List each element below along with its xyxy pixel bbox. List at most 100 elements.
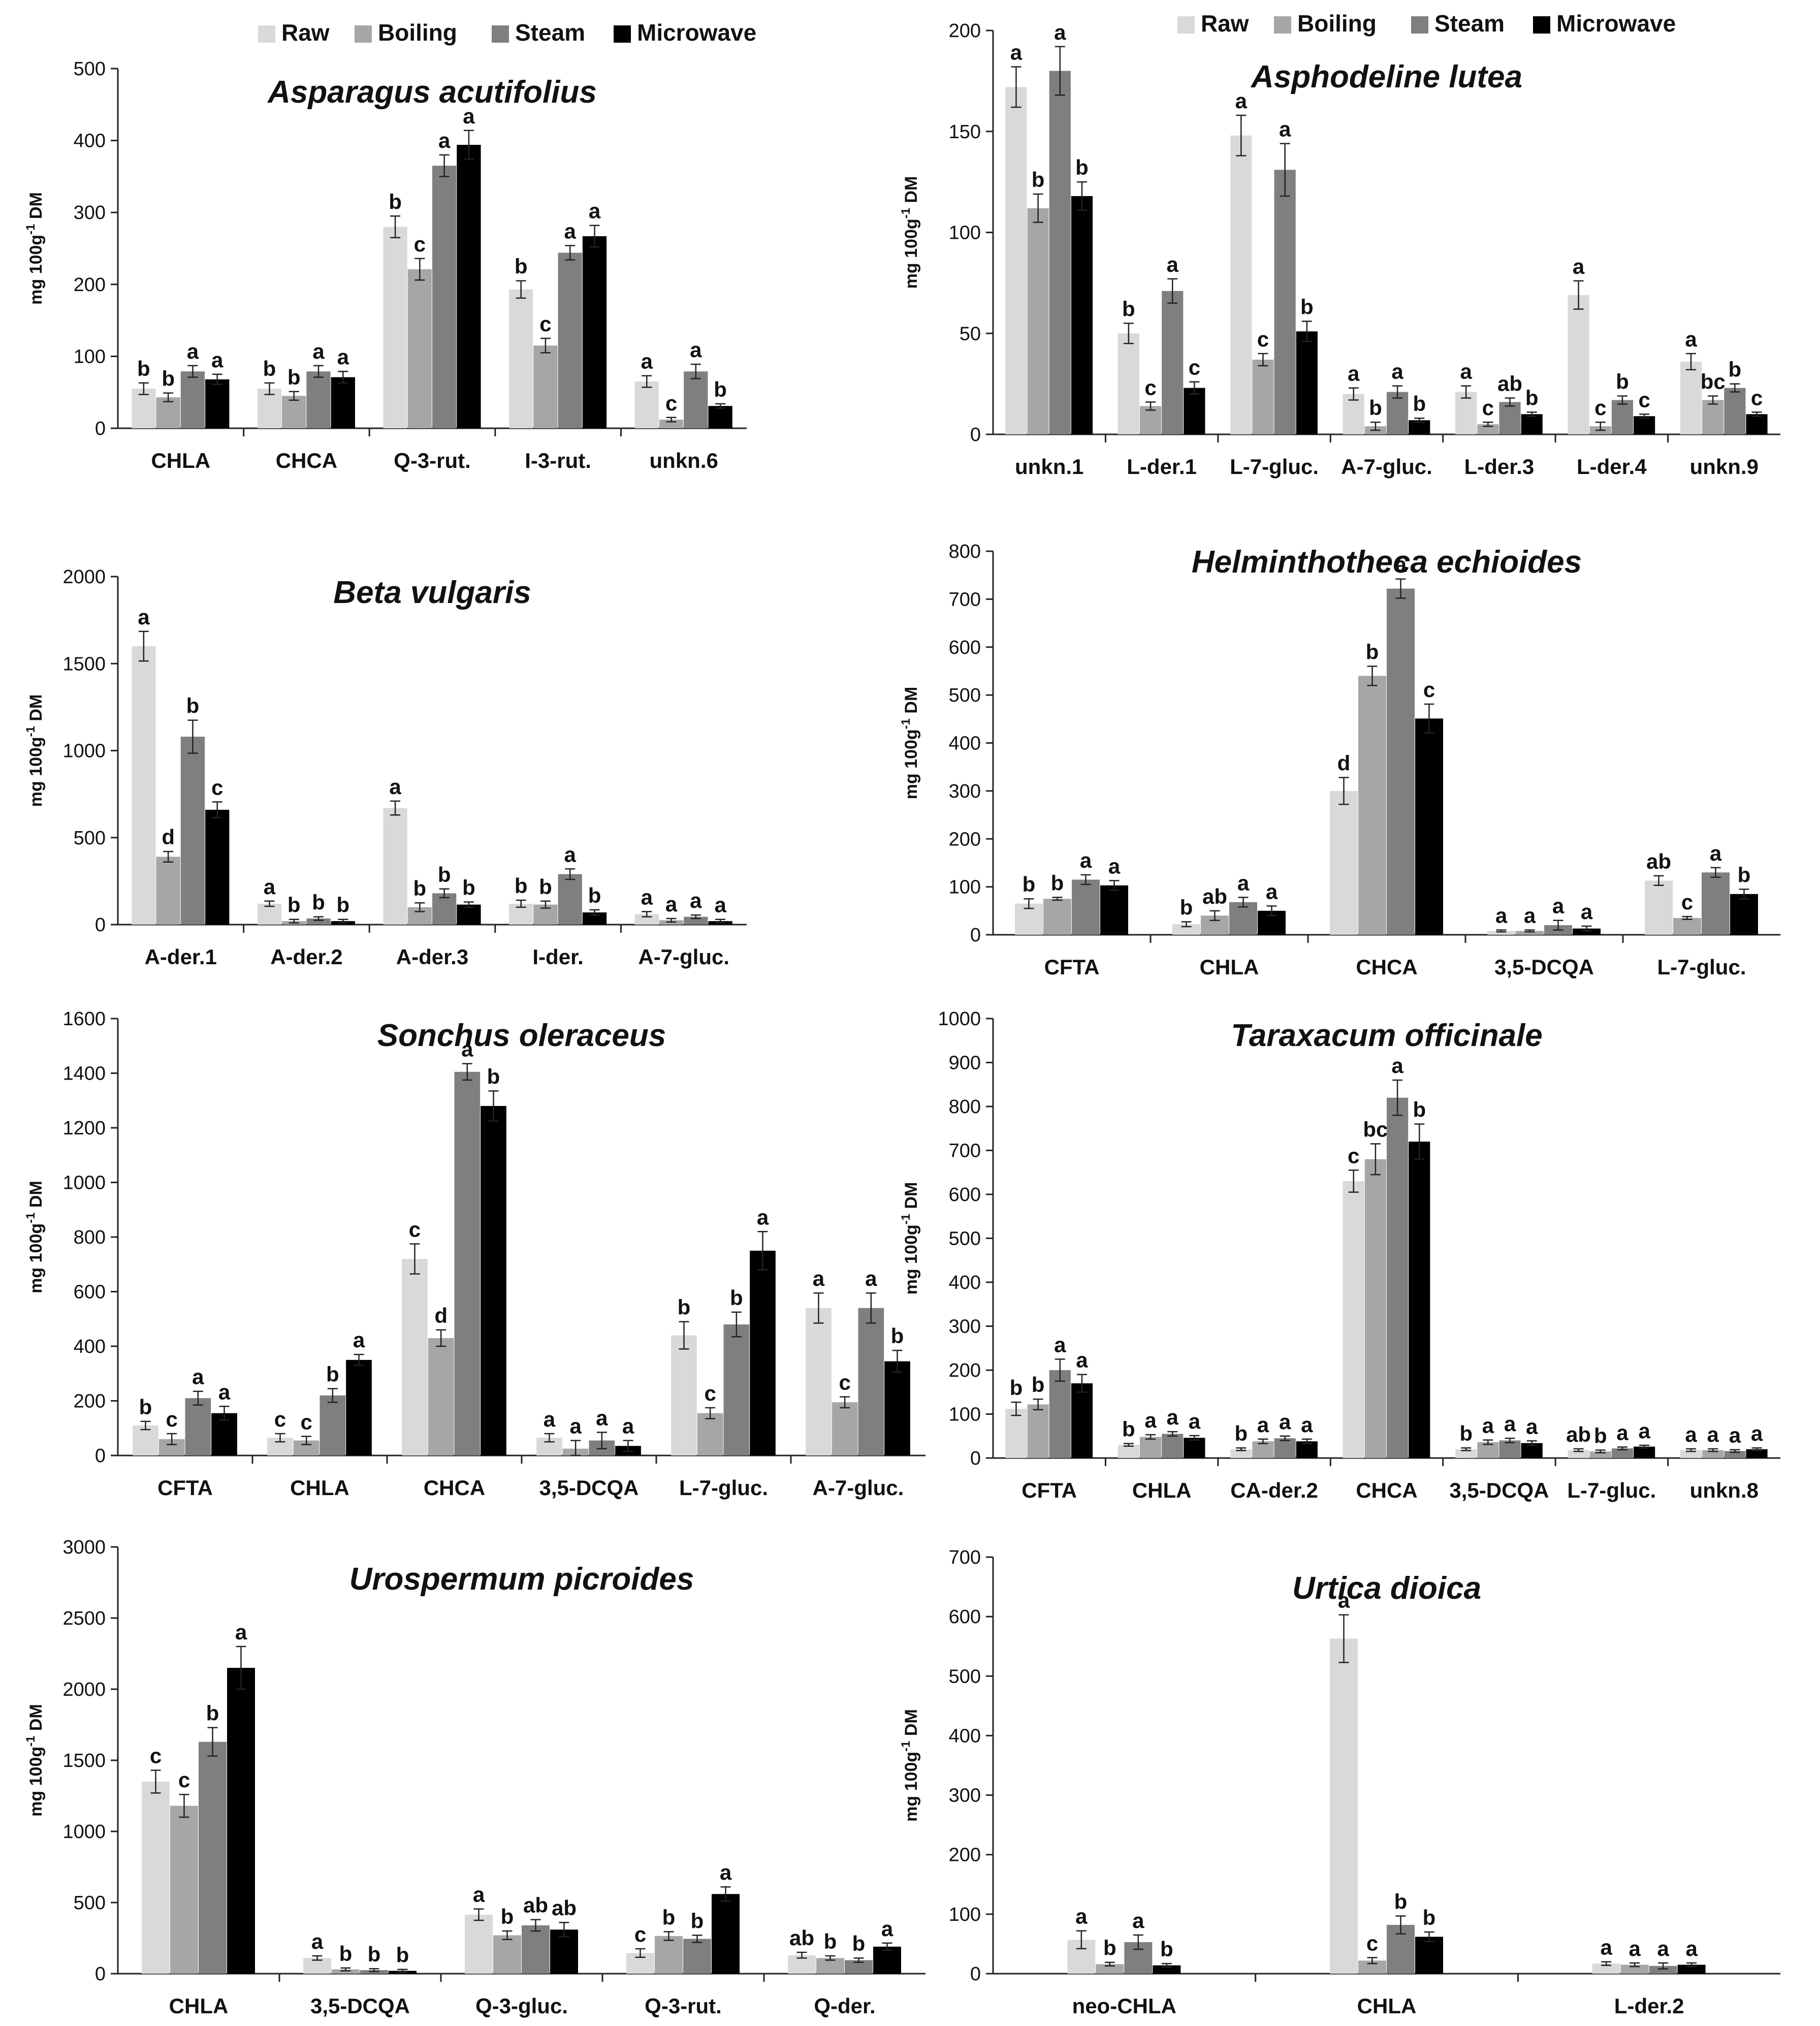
y-tick-label: 0 bbox=[970, 1448, 981, 1469]
significance-letter: c bbox=[211, 776, 223, 800]
significance-letter: a bbox=[1108, 854, 1121, 878]
category-label: CHLA bbox=[1200, 955, 1259, 979]
bar-boiling-unkn-6 bbox=[659, 420, 684, 428]
category-label: CHCA bbox=[276, 449, 337, 472]
y-tick-label: 700 bbox=[949, 1547, 981, 1568]
category-label: L-7-gluc. bbox=[1657, 955, 1746, 979]
bar-boiling-chla bbox=[170, 1806, 198, 1974]
y-axis-label: mg 100g-1 DM bbox=[24, 694, 46, 807]
significance-letter: b bbox=[1616, 369, 1629, 393]
bar-raw-l-der-3 bbox=[1455, 392, 1477, 434]
significance-letter: b bbox=[691, 1909, 704, 1933]
category-label: L-der.1 bbox=[1127, 455, 1197, 479]
bar-steam-l-der-4 bbox=[1611, 400, 1634, 434]
bar-boiling-cfta bbox=[1043, 899, 1071, 935]
significance-letter: a bbox=[1685, 1937, 1698, 1960]
significance-letter: a bbox=[757, 1205, 769, 1229]
bar-steam-cfta bbox=[185, 1398, 211, 1455]
bar-microwave-l-7-gluc- bbox=[1296, 331, 1318, 434]
bar-steam-i-3-rut- bbox=[558, 252, 582, 428]
significance-letter: b bbox=[1180, 896, 1193, 920]
significance-letter: a bbox=[1395, 553, 1407, 577]
category-label: A-der.2 bbox=[270, 945, 342, 969]
significance-letter: b bbox=[413, 876, 427, 900]
y-tick-label: 100 bbox=[949, 1904, 981, 1925]
significance-letter: b bbox=[288, 893, 301, 917]
bar-raw-a-der-1 bbox=[132, 646, 156, 925]
significance-letter: a bbox=[1495, 904, 1508, 928]
significance-letter: a bbox=[1482, 1414, 1494, 1438]
bar-steam-i-der- bbox=[558, 874, 582, 925]
y-axis-label-main: mg 100g bbox=[902, 1224, 921, 1294]
y-tick-label: 500 bbox=[949, 1666, 981, 1687]
y-tick-label: 0 bbox=[970, 925, 981, 946]
category-label: CHCA bbox=[424, 1476, 485, 1500]
y-tick-label: 1500 bbox=[62, 653, 106, 675]
significance-letter: ab bbox=[523, 1893, 548, 1917]
bar-boiling-chca bbox=[282, 396, 306, 428]
y-axis-label-sup: -1 bbox=[899, 1214, 913, 1224]
significance-letter: ab bbox=[1497, 371, 1522, 395]
category-label: 3,5-DCQA bbox=[310, 1994, 410, 2018]
y-tick-label: 100 bbox=[949, 1404, 981, 1426]
significance-letter: a bbox=[589, 199, 601, 223]
significance-letter: a bbox=[881, 1917, 893, 1941]
significance-letter: b bbox=[1369, 396, 1382, 420]
y-axis-label-main: mg 100g bbox=[902, 1752, 921, 1822]
legend-label-steam: Steam bbox=[515, 19, 585, 46]
y-tick-label: 150 bbox=[949, 121, 981, 143]
significance-letter: c bbox=[539, 312, 551, 336]
significance-letter: a bbox=[1301, 1413, 1313, 1437]
bar-raw-l-7-gluc- bbox=[1568, 1450, 1589, 1458]
significance-letter: b bbox=[487, 1064, 500, 1088]
significance-letter: c bbox=[1366, 1931, 1378, 1955]
significance-letter: a bbox=[312, 339, 325, 363]
significance-letter: a bbox=[665, 892, 678, 916]
legend-swatch-boiling bbox=[1274, 16, 1291, 34]
bar-raw-chca bbox=[402, 1259, 428, 1455]
legend-swatch-raw bbox=[258, 25, 275, 43]
significance-letter: b bbox=[139, 1395, 152, 1419]
bar-steam-q-3-rut- bbox=[432, 166, 457, 428]
y-axis-label-sup: -1 bbox=[24, 224, 38, 235]
legend-swatch-raw bbox=[1177, 16, 1195, 34]
significance-letter: b bbox=[263, 357, 276, 381]
y-tick-label: 50 bbox=[960, 323, 981, 344]
significance-letter: a bbox=[714, 893, 726, 917]
significance-letter: a bbox=[1167, 1405, 1179, 1429]
bar-raw-l-7-gluc- bbox=[1645, 880, 1673, 935]
significance-letter: a bbox=[1729, 1423, 1741, 1447]
legend-swatch-steam bbox=[1411, 16, 1428, 34]
bar-boiling-l-7-gluc- bbox=[1589, 1451, 1611, 1458]
significance-letter: a bbox=[1348, 362, 1360, 386]
significance-letter: b bbox=[396, 1943, 409, 1967]
bar-boiling-l-der-3 bbox=[1477, 424, 1499, 434]
y-tick-label: 0 bbox=[95, 418, 106, 439]
y-tick-label: 800 bbox=[949, 541, 981, 562]
significance-letter: b bbox=[1051, 871, 1064, 895]
bar-microwave-chla bbox=[227, 1668, 255, 1974]
category-label: unkn.1 bbox=[1015, 455, 1083, 479]
category-label: L-7-gluc. bbox=[679, 1476, 768, 1500]
bar-raw-a-7-gluc- bbox=[806, 1308, 832, 1455]
bar-steam-cfta bbox=[1072, 879, 1100, 935]
significance-letter: a bbox=[473, 1883, 485, 1907]
significance-letter: a bbox=[564, 219, 577, 243]
chart-title: Helminthotheca echioides bbox=[1192, 545, 1582, 580]
y-tick-label: 400 bbox=[949, 733, 981, 754]
significance-letter: c bbox=[1423, 678, 1435, 702]
significance-letter: a bbox=[1504, 1412, 1516, 1436]
bar-raw-cfta bbox=[1005, 1409, 1027, 1458]
y-tick-label: 300 bbox=[949, 1785, 981, 1807]
y-tick-label: 300 bbox=[949, 781, 981, 802]
significance-letter: b bbox=[206, 1701, 219, 1725]
chart-asparagus-acutifolius: 0 100 200 300 400 500 mg 100g-1 DM Asparagus ac… bbox=[24, 58, 747, 472]
significance-letter: c bbox=[150, 1744, 162, 1768]
y-axis-label-main: mg 100g bbox=[26, 235, 46, 305]
significance-letter: a bbox=[1638, 1419, 1650, 1443]
y-tick-label: 0 bbox=[95, 1445, 106, 1467]
bar-steam-q-3-gluc- bbox=[522, 1925, 550, 1974]
bar-boiling-3-5-dcqa bbox=[332, 1969, 360, 1974]
